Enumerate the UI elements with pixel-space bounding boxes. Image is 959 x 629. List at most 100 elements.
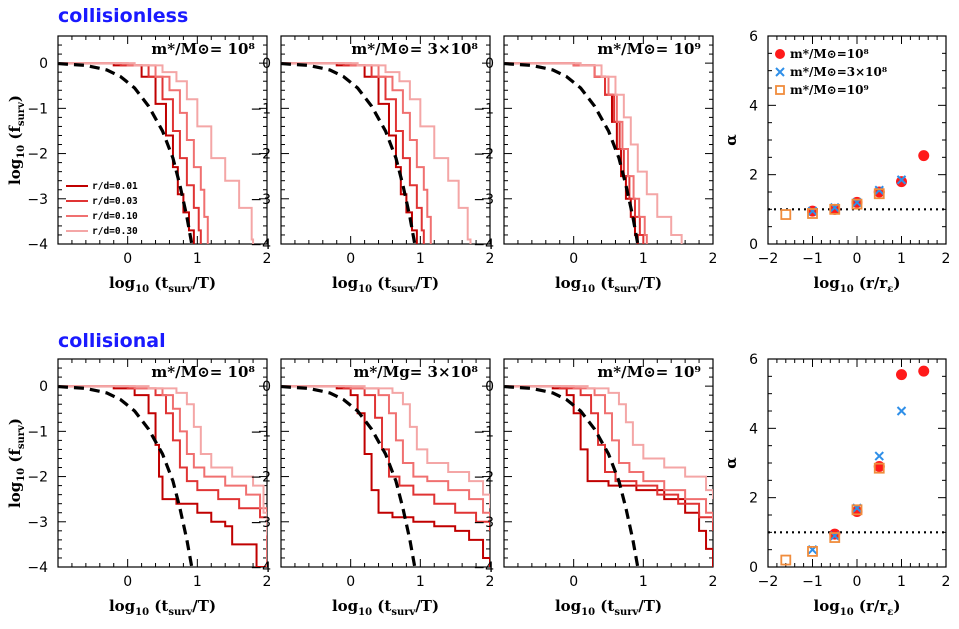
y-tick-label: 2 (749, 168, 758, 184)
legend-label: m*/M⊙=10⁸ (790, 47, 869, 61)
model-curve (58, 61, 194, 244)
x-tick-label: 1 (193, 251, 202, 267)
panel-bot-2: 0 1 2 0 −1 −2 −3 −4 log10 (tsurv/T) m*/Mg= 3×10⁸ (250, 358, 495, 618)
series-r-d-0-10 (504, 385, 713, 522)
series-r-d-0-01 (504, 385, 713, 567)
point-square (829, 203, 841, 215)
x-tick-label: 0 (569, 251, 578, 267)
y-tick-label: −2 (250, 470, 271, 486)
point-square (807, 208, 818, 219)
x-tick-label: −2 (758, 251, 779, 267)
series-r-d-0-03 (281, 385, 490, 531)
y-tick-label: −4 (250, 237, 271, 253)
panel-title: m*/M⊙= 3×10⁸ (351, 40, 478, 58)
point-square (873, 462, 885, 474)
series-r-d-0-30 (504, 62, 683, 244)
x-tick-label: 2 (942, 251, 951, 267)
y-tick-label: 0 (485, 379, 494, 395)
legend-marker (775, 49, 785, 59)
x-tick-label: 0 (346, 251, 355, 267)
x-tick-label: 2 (942, 574, 951, 590)
plot-area (281, 61, 472, 244)
point-square (851, 504, 863, 516)
x-tick-label: 1 (897, 574, 906, 590)
x-axis-label: log10 (tsurv/T) (332, 597, 439, 618)
series-r-d-0-03 (58, 385, 267, 522)
y-tick-label: 0 (485, 56, 494, 72)
x-axis-label: log10 (r/rε) (814, 274, 901, 295)
plot-frame (57, 358, 268, 568)
x-tick-label: 2 (709, 251, 718, 267)
panel-bot-3: 0 1 2 0 −1 −2 −3 −4 log10 (tsurv/T) m*/M⊙= 10⁹ (473, 358, 718, 618)
x-tick-label: 0 (853, 251, 862, 267)
panel-bot-1: 0 1 2 0 −1 −2 −3 −4 log10 (tsurv/T) log10 (fsurv)… (6, 358, 271, 618)
x-tick-label: 2 (709, 574, 718, 590)
series-r-d-0-30 (281, 385, 490, 509)
x-tick-label: −2 (758, 574, 779, 590)
series-r-d-0-10 (504, 62, 648, 244)
x-tick-label: 0 (123, 251, 132, 267)
x-tick-label: −1 (802, 574, 823, 590)
point-square (780, 554, 792, 566)
panel-title: m*/M⊙= 10⁸ (151, 363, 255, 381)
model-curve (281, 384, 417, 567)
panel-top-2: 0 1 2 0 −1 −2 −3 −4 log10 (tsurv/T) m*/M⊙= 3×10⁸ (250, 35, 495, 295)
legend-marker (775, 85, 785, 95)
panel-top-alpha: −2 −1 0 1 2 0 2 4 6 log10 (r/rε) α m*/M⊙=10⁸ m*/M⊙=3… (722, 29, 950, 295)
point-square (829, 532, 841, 543)
y-tick-label: −2 (250, 147, 271, 163)
y-axis-label: α (722, 457, 740, 469)
x-tick-label: 2 (486, 574, 495, 590)
point-square (780, 209, 792, 220)
series-r-d-0-10 (281, 62, 432, 244)
model-curve (504, 61, 640, 244)
x-axis-label: log10 (tsurv/T) (109, 597, 216, 618)
panel-title: m*/M⊙= 10⁹ (597, 363, 701, 381)
x-tick-label: 1 (897, 251, 906, 267)
panel-title: m*/M⊙= 10⁸ (151, 40, 255, 58)
plot-area (58, 61, 255, 244)
y-tick-label: −4 (473, 560, 494, 576)
panel-bot-alpha: −2 −1 0 1 2 0 2 4 6 log10 (r/rε) α (722, 352, 950, 618)
y-tick-label: 0 (262, 56, 271, 72)
x-axis-label: log10 (tsurv/T) (555, 274, 662, 295)
point-cross (874, 185, 884, 195)
x-tick-label: 1 (639, 251, 648, 267)
legend-marker (775, 67, 785, 77)
panel-top-3: 0 1 2 0 −1 −2 −3 −4 log10 (tsurv/T) m*/M⊙= 10⁹ (473, 35, 718, 295)
point-square (807, 546, 818, 557)
y-tick-label: −4 (473, 237, 494, 253)
y-tick-label: 4 (749, 98, 758, 114)
y-tick-label: 0 (39, 379, 48, 395)
point-circle (918, 150, 930, 162)
row-title-top: collisionless (58, 5, 188, 27)
plot-area (58, 384, 267, 567)
x-tick-label: 1 (193, 574, 202, 590)
x-axis-label: log10 (tsurv/T) (332, 274, 439, 295)
plot-frame (57, 35, 268, 245)
y-tick-label: 0 (749, 560, 758, 576)
model-curve (504, 384, 640, 567)
y-tick-label: −3 (473, 515, 494, 531)
y-tick-label: −3 (250, 515, 271, 531)
series-r-d-0-10 (58, 385, 267, 567)
model-curve (58, 384, 194, 567)
x-axis-label: log10 (tsurv/T) (109, 274, 216, 295)
x-tick-label: −1 (802, 251, 823, 267)
x-tick-label: 0 (569, 574, 578, 590)
y-tick-label: 6 (749, 352, 758, 368)
series-r-d-0-03 (504, 62, 645, 244)
x-tick-label: 2 (486, 251, 495, 267)
y-axis-label: log10 (fsurv) (6, 418, 27, 508)
point-circle (918, 365, 930, 377)
y-tick-label: −4 (27, 237, 48, 253)
y-axis-label: log10 (fsurv) (6, 95, 27, 185)
legend-label: r/d=0.03 (92, 196, 138, 207)
y-tick-label: 6 (749, 29, 758, 45)
series-r-d-0-01 (281, 385, 490, 567)
panel-top-1: 0 1 2 0 −1 −2 −3 −4 log10 (tsurv/T) log10 (fsurv)… (6, 35, 271, 295)
model-curve (281, 61, 417, 244)
x-tick-label: 0 (123, 574, 132, 590)
panel-title: m*/M⊙= 10⁹ (597, 40, 701, 58)
